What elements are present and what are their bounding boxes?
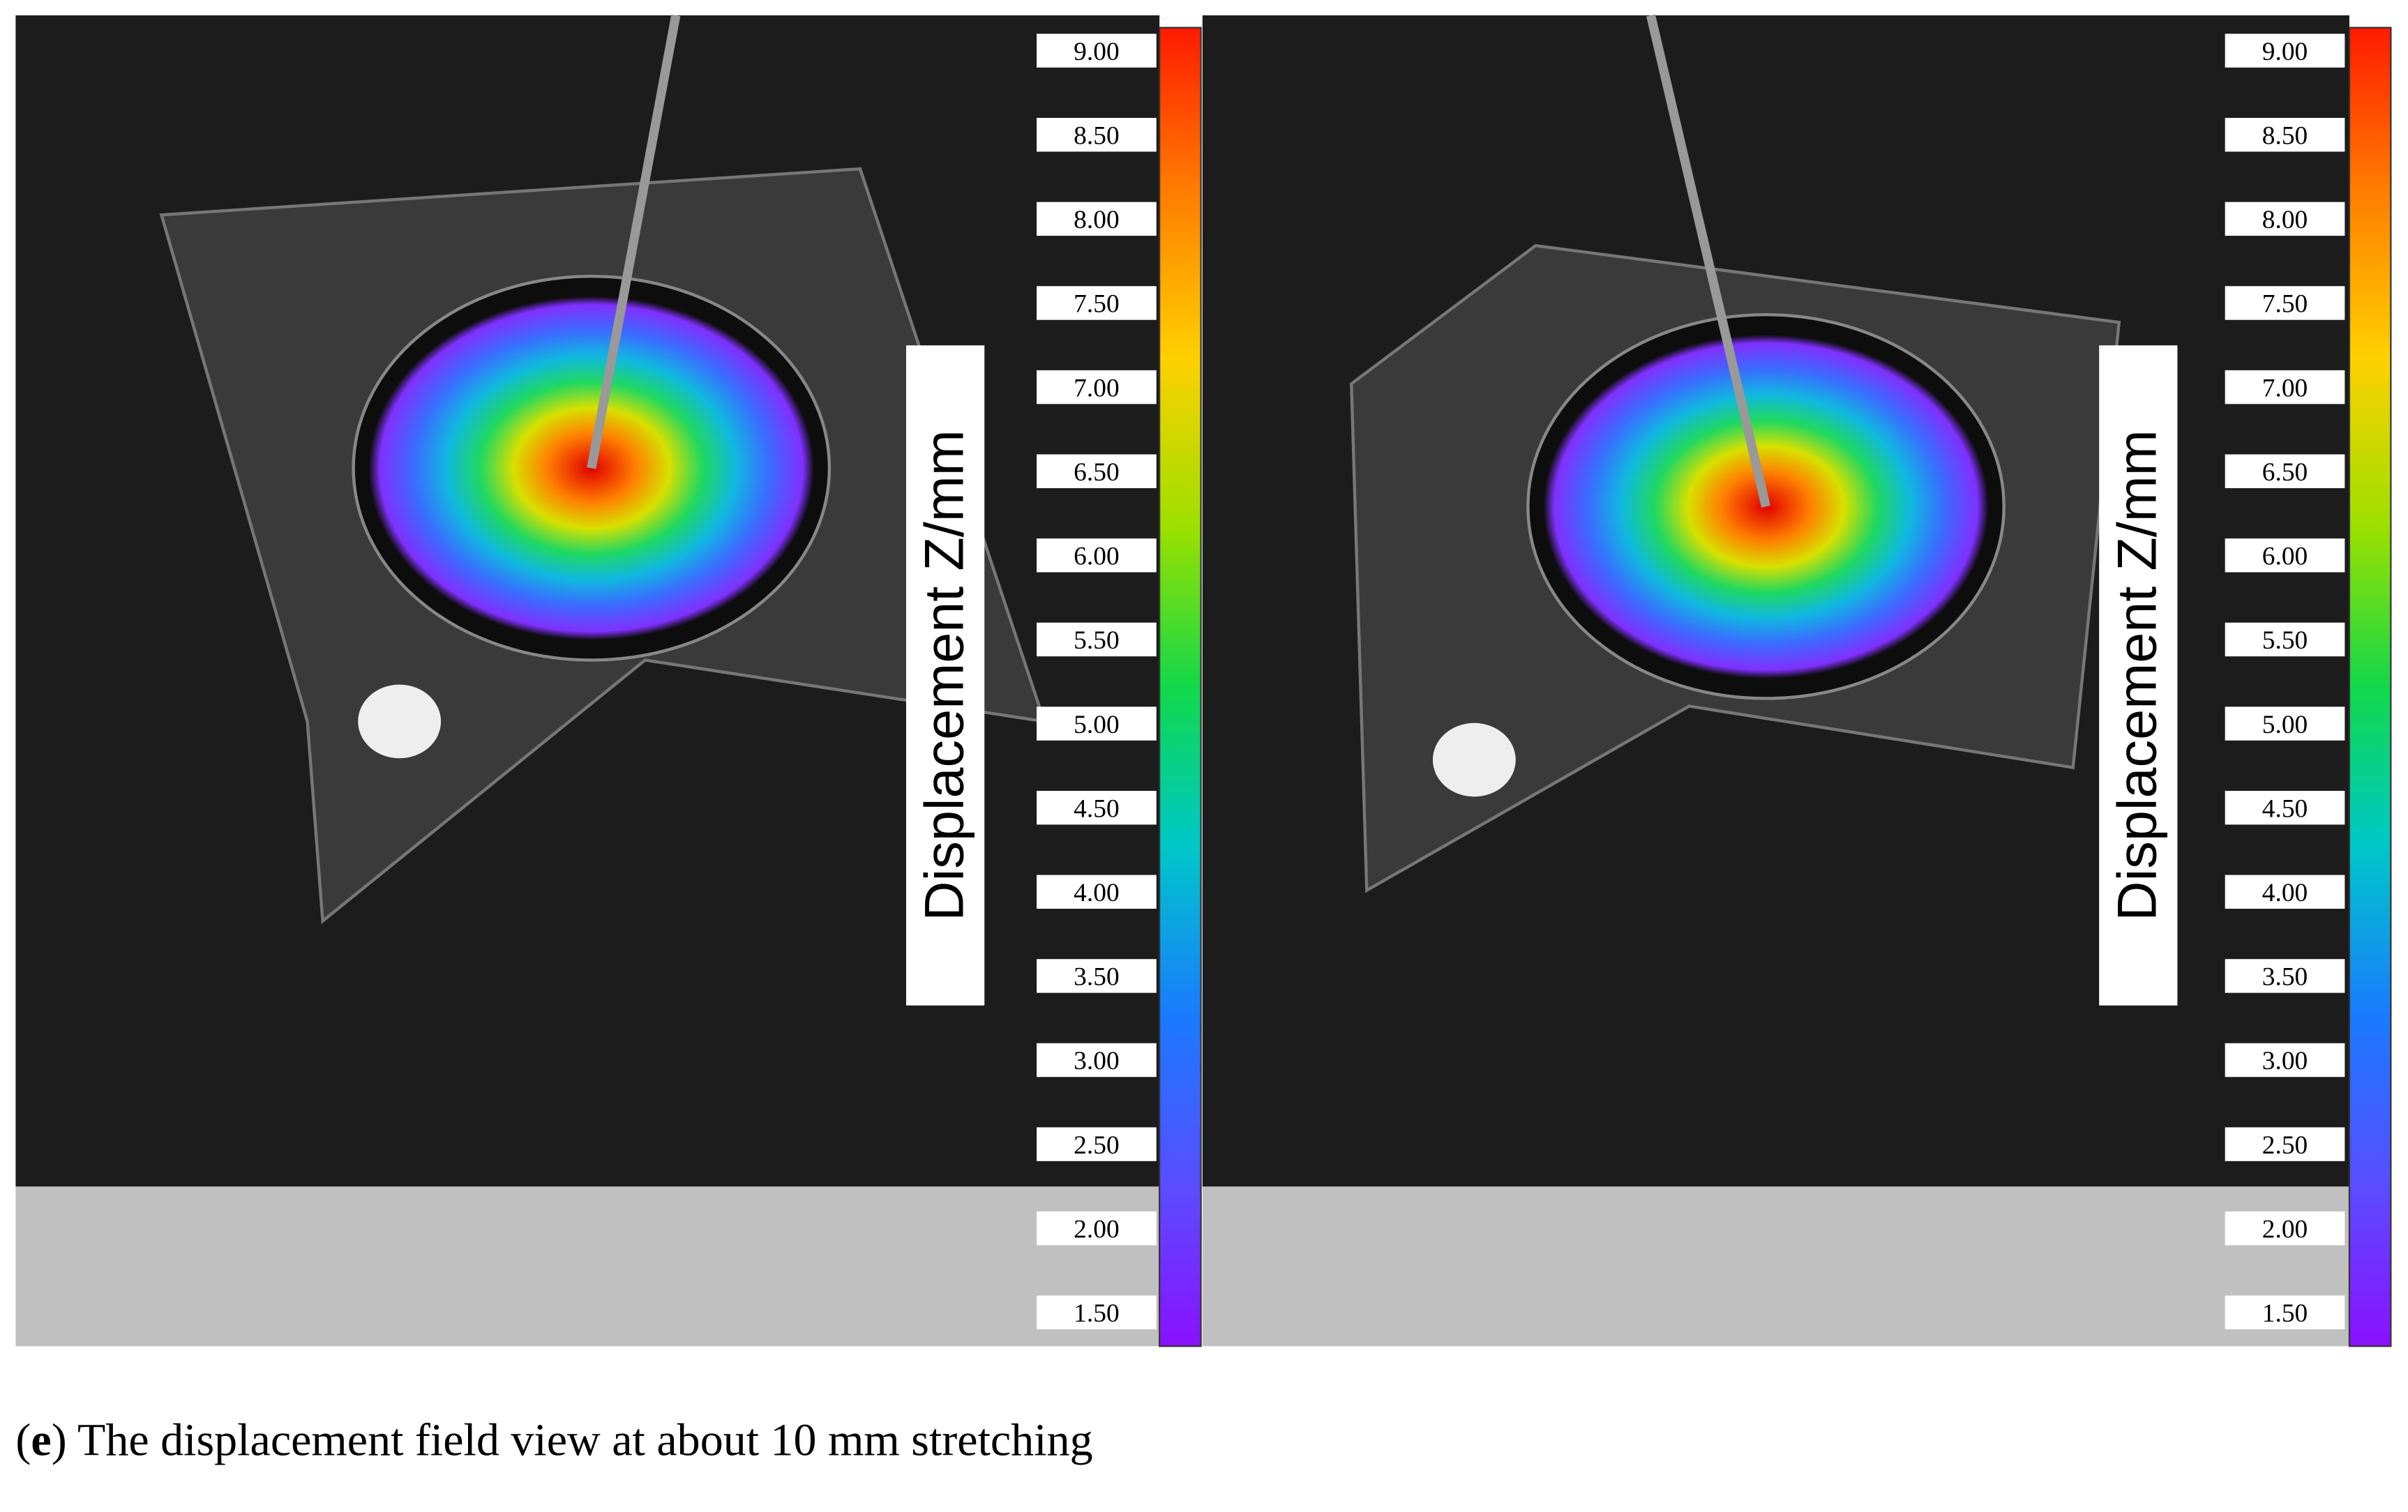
tick-label: 8.50	[2262, 121, 2308, 150]
tick-box	[2225, 202, 2345, 236]
tick-box	[1037, 118, 1157, 152]
tick-label: 8.00	[2262, 206, 2308, 234]
tick-label: 2.00	[2262, 1215, 2308, 1243]
tick-label: 6.00	[1074, 543, 1119, 571]
tick-label: 3.00	[1074, 1047, 1119, 1075]
tick-label: 7.50	[1074, 290, 1119, 319]
probe-rod	[587, 14, 681, 469]
tick-box	[1037, 1211, 1157, 1246]
tick-box	[1037, 370, 1157, 405]
tick-box	[1037, 706, 1157, 741]
tick-label: 6.50	[2262, 458, 2308, 487]
tick-box	[1037, 286, 1157, 320]
tick-label: 4.50	[1074, 794, 1119, 823]
tick-box	[1037, 790, 1157, 825]
tick-label: 2.50	[1074, 1131, 1119, 1160]
tick-label: 9.00	[2262, 38, 2308, 66]
tick-label: 3.50	[1074, 963, 1119, 992]
colorbar-label: Displacement Z/mm	[912, 430, 975, 921]
probe-rod	[1646, 14, 1771, 508]
tick-box	[1037, 202, 1157, 236]
tick-label: 7.00	[2262, 374, 2308, 402]
tick-box	[2225, 1295, 2345, 1330]
tick-box	[2225, 286, 2345, 320]
tick-box	[1037, 454, 1157, 488]
tick-box	[2225, 538, 2345, 573]
tick-box	[1037, 1127, 1157, 1161]
tick-box	[1037, 875, 1157, 909]
photo-base	[1202, 1186, 2349, 1347]
marker	[358, 684, 442, 759]
colorbar-label: Displacement Z/mm	[2106, 430, 2168, 921]
caption: (e) The displacement field view at about…	[15, 1415, 1092, 1466]
tick-box	[1037, 33, 1157, 68]
tick-label: 5.50	[1074, 626, 1119, 655]
tick-label: 7.50	[2262, 290, 2308, 319]
label-box	[906, 345, 985, 1006]
tick-box	[2225, 959, 2345, 993]
tick-box	[2225, 622, 2345, 657]
colorbar	[1159, 27, 1202, 1347]
tick-label: 1.50	[1074, 1299, 1119, 1328]
tick-label: 2.00	[1074, 1215, 1119, 1243]
caption-label: e	[31, 1415, 51, 1466]
tick-label: 4.00	[1074, 879, 1119, 907]
tick-box	[2225, 875, 2345, 909]
tick-box	[1037, 538, 1157, 573]
tick-box	[2225, 454, 2345, 488]
caption-open: (	[15, 1415, 31, 1466]
tick-label: 3.00	[2262, 1047, 2308, 1075]
tick-box	[1037, 1043, 1157, 1078]
panels: 9.00 8.50 8.00 7.50 7.00 6.50 6.00 5.50 5.00 4.50…	[15, 14, 2392, 1347]
caption-text: ) The displacement field view at about 1…	[52, 1415, 1093, 1466]
tick-box	[1037, 1295, 1157, 1330]
tick-box	[2225, 1211, 2345, 1246]
panel: 9.00 8.50 8.00 7.50 7.00 6.50 6.00 5.50 5.00 4.50…	[1202, 14, 2392, 1347]
tick-label: 6.50	[1074, 458, 1119, 487]
tick-box	[1037, 959, 1157, 993]
tick-label: 5.00	[2262, 711, 2308, 739]
marker	[1432, 723, 1516, 797]
tick-box	[2225, 33, 2345, 68]
tick-box	[1037, 622, 1157, 657]
tick-label: 5.50	[2262, 626, 2308, 655]
tick-label: 2.50	[2262, 1131, 2308, 1160]
tick-label: 9.00	[1074, 38, 1119, 66]
panel: 9.00 8.50 8.00 7.50 7.00 6.50 6.00 5.50 5.00 4.50…	[15, 14, 1202, 1347]
tick-label: 1.50	[2262, 1299, 2308, 1328]
tick-label: 7.00	[1074, 374, 1119, 402]
label-box	[2099, 345, 2178, 1006]
tick-box	[2225, 1127, 2345, 1161]
tick-label: 8.00	[1074, 206, 1119, 234]
photo-base	[15, 1186, 1160, 1347]
tick-label: 5.00	[1074, 711, 1119, 739]
tick-label: 4.50	[2262, 794, 2308, 823]
tick-box	[2225, 1043, 2345, 1078]
tick-box	[2225, 790, 2345, 825]
tick-label: 3.50	[2262, 963, 2308, 992]
tick-box	[2225, 118, 2345, 152]
tick-box	[2225, 370, 2345, 405]
tick-box	[2225, 706, 2345, 741]
tick-label: 4.00	[2262, 879, 2308, 907]
tick-label: 6.00	[2262, 543, 2308, 571]
tick-label: 8.50	[1074, 121, 1119, 150]
colorbar	[2348, 27, 2392, 1347]
